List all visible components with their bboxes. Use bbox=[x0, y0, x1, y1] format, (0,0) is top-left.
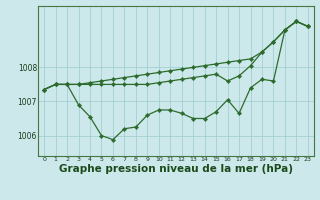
X-axis label: Graphe pression niveau de la mer (hPa): Graphe pression niveau de la mer (hPa) bbox=[59, 164, 293, 174]
